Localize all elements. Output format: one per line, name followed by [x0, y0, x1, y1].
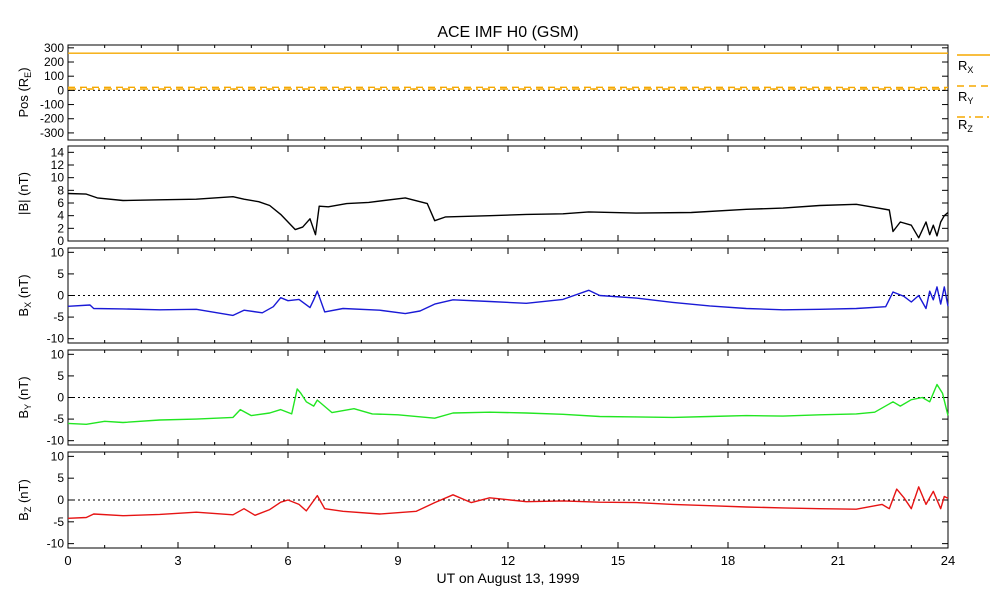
- x-tick-label: 21: [831, 553, 845, 568]
- y-tick-label: 6: [57, 196, 64, 210]
- y-tick-label: 100: [44, 69, 64, 83]
- y-tick-label: 5: [57, 369, 64, 383]
- y-axis-label-position: Pos (RE): [16, 67, 33, 117]
- y-tick-label: 0: [57, 234, 64, 248]
- series-line-bmag-0: [67, 192, 949, 239]
- y-tick-label: 4: [57, 209, 64, 223]
- y-tick-label: 10: [51, 449, 65, 463]
- y-tick-label: -10: [47, 332, 65, 346]
- legend-label-x: RX: [958, 58, 973, 75]
- series-line-bx-0: [67, 286, 949, 317]
- series-line-bz-0: [67, 486, 949, 519]
- y-tick-label: 10: [51, 171, 65, 185]
- y-tick-label: -5: [53, 412, 64, 426]
- x-axis-label: UT on August 13, 1999: [437, 570, 580, 586]
- y-axis-label-by: BY (nT): [16, 376, 33, 418]
- x-tick-label: 9: [394, 553, 401, 568]
- x-tick-label: 15: [611, 553, 625, 568]
- x-tick-label: 0: [64, 553, 71, 568]
- panel-frame-position: [67, 44, 949, 141]
- y-tick-label: 2: [57, 221, 64, 235]
- panel-frame-bmag: [67, 145, 949, 242]
- legend-label-z: RZ: [958, 117, 973, 134]
- x-tick-label: 24: [941, 553, 955, 568]
- y-axis-label-bmag: |B| (nT): [16, 172, 31, 215]
- y-tick-label: 14: [51, 145, 65, 159]
- y-tick-label: -200: [40, 112, 64, 126]
- y-tick-label: 0: [57, 289, 64, 303]
- series-line-by-0: [67, 383, 949, 425]
- y-axis-label-bz: BZ (nT): [16, 479, 33, 521]
- y-tick-label: -100: [40, 98, 64, 112]
- y-tick-label: -300: [40, 126, 64, 140]
- y-tick-label: 5: [57, 267, 64, 281]
- y-tick-label: 8: [57, 183, 64, 197]
- y-tick-label: -10: [47, 434, 65, 448]
- y-tick-label: -5: [53, 310, 64, 324]
- y-tick-label: 12: [51, 158, 65, 172]
- y-tick-label: -5: [53, 515, 64, 529]
- y-tick-label: 300: [44, 41, 64, 55]
- y-tick-label: 0: [57, 83, 64, 97]
- x-tick-label: 3: [174, 553, 181, 568]
- y-axis-label-bx: BX (nT): [16, 274, 33, 316]
- y-tick-label: 10: [51, 245, 65, 259]
- y-tick-label: 10: [51, 347, 65, 361]
- y-tick-label: -10: [47, 537, 65, 551]
- y-tick-label: 0: [57, 391, 64, 405]
- x-tick-label: 18: [721, 553, 735, 568]
- x-tick-label: 12: [501, 553, 515, 568]
- y-tick-label: 0: [57, 493, 64, 507]
- x-tick-label: 6: [284, 553, 291, 568]
- chart-title: ACE IMF H0 (GSM): [437, 24, 578, 41]
- legend-label-y: RY: [958, 89, 973, 106]
- y-tick-label: 200: [44, 55, 64, 69]
- y-tick-label: 5: [57, 471, 64, 485]
